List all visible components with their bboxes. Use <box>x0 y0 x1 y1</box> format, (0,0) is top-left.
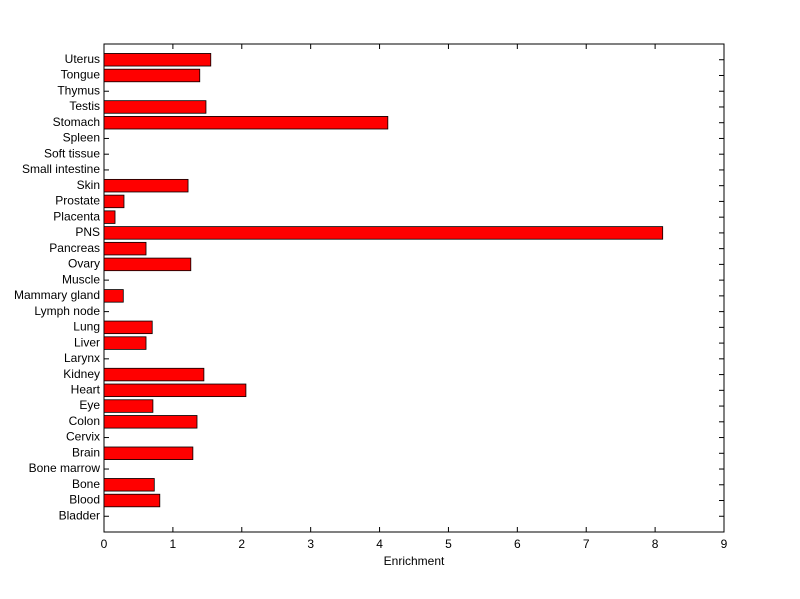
bar <box>103 383 247 398</box>
bar <box>103 178 189 193</box>
y-tick-label: Prostate <box>55 194 100 208</box>
y-tick-label: Brain <box>72 445 100 459</box>
bar <box>103 53 212 67</box>
bar <box>103 210 116 224</box>
y-tick-label: Uterus <box>65 52 100 66</box>
bar <box>103 399 154 413</box>
y-tick-label: Placenta <box>53 209 100 223</box>
y-tick-label: Kidney <box>63 367 100 381</box>
bar <box>103 367 205 382</box>
x-tick-label: 7 <box>583 537 590 551</box>
y-tick-label: Stomach <box>53 115 100 129</box>
y-tick-label: Soft tissue <box>44 146 100 160</box>
bar <box>103 257 192 272</box>
x-tick-label: 1 <box>170 537 177 551</box>
y-tick-label: Spleen <box>63 131 100 145</box>
x-tick-label: 0 <box>101 537 108 551</box>
x-tick-label: 4 <box>376 537 383 551</box>
bar <box>103 415 198 429</box>
y-tick-label: Bladder <box>59 508 100 522</box>
y-tick-label: Bone marrow <box>29 461 101 475</box>
y-tick-label: Bone <box>72 477 100 491</box>
bar <box>103 446 194 460</box>
y-tick-label: Liver <box>74 335 100 349</box>
bar <box>103 320 153 335</box>
y-tick-label: Mammary gland <box>14 288 100 302</box>
y-tick-label: Small intestine <box>22 162 100 176</box>
y-tick-label: Skin <box>77 178 100 192</box>
x-tick-label: 5 <box>445 537 452 551</box>
y-tick-label: Lymph node <box>34 304 100 318</box>
bar <box>103 289 124 303</box>
y-tick-label: Eye <box>79 398 100 412</box>
y-tick-label: PNS <box>75 225 100 239</box>
bar <box>103 116 389 130</box>
bar <box>103 493 161 508</box>
bar <box>103 68 201 83</box>
bar <box>103 194 125 209</box>
y-tick-label: Heart <box>71 382 101 396</box>
y-tick-label: Tongue <box>61 68 101 82</box>
bar <box>103 226 664 240</box>
y-tick-label: Blood <box>69 493 100 507</box>
y-tick-label: Muscle <box>62 272 100 286</box>
bar <box>103 336 147 350</box>
y-tick-label: Pancreas <box>49 241 100 255</box>
x-axis-label: Enrichment <box>384 554 445 568</box>
y-tick-label: Colon <box>69 414 100 428</box>
x-tick-label: 2 <box>238 537 245 551</box>
y-tick-label: Larynx <box>64 351 100 365</box>
bar <box>103 478 155 492</box>
x-tick-label: 9 <box>721 537 728 551</box>
y-tick-label: Testis <box>69 99 100 113</box>
bar <box>103 241 147 256</box>
x-tick-label: 8 <box>652 537 659 551</box>
x-tick-label: 6 <box>514 537 521 551</box>
y-tick-label: Thymus <box>57 83 100 97</box>
bar <box>103 100 207 114</box>
y-tick-label: Ovary <box>68 257 100 271</box>
y-tick-label: Lung <box>73 320 100 334</box>
x-tick-label: 3 <box>307 537 314 551</box>
y-tick-label: Cervix <box>66 430 100 444</box>
